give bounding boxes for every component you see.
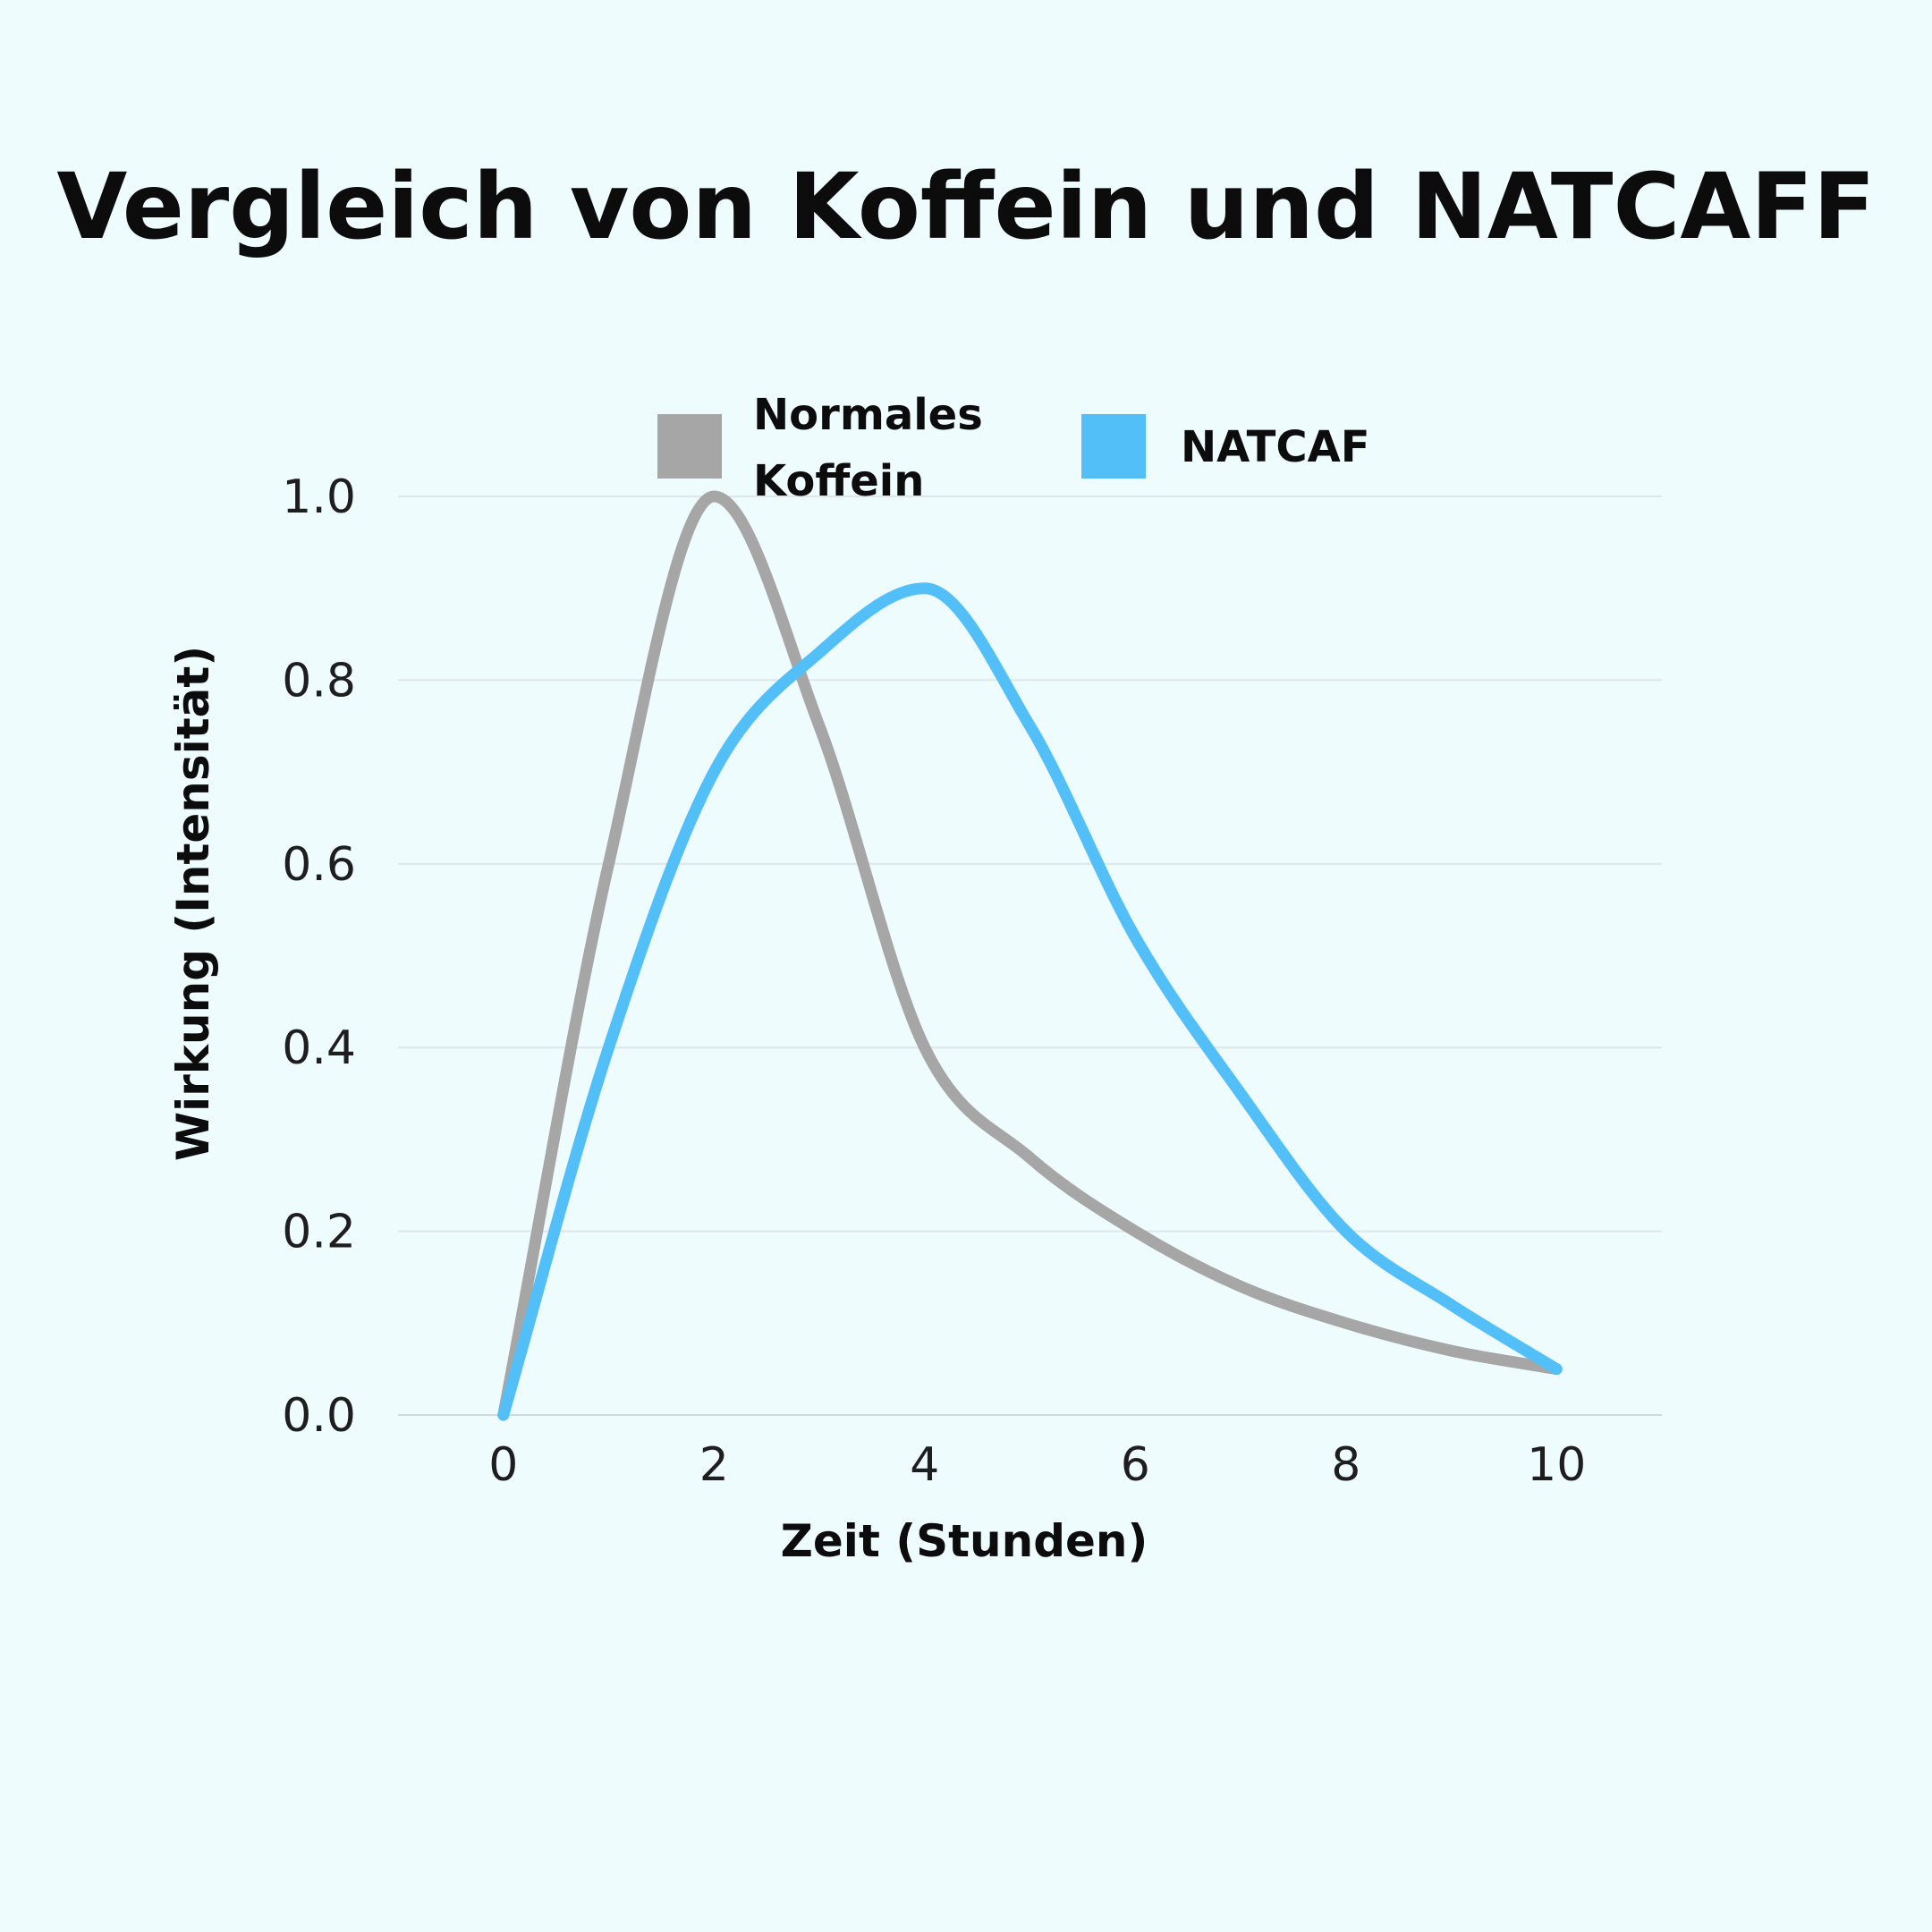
x-tick-label: 0 [488,1438,518,1492]
y-axis-ticks: 0.0 0.2 0.4 0.6 0.8 1.0 [282,470,356,1443]
legend-label-natcaf: NATCAF [1181,422,1370,472]
series-line-natcaf [497,582,1563,1421]
legend: Normales Koffein NATCAF [657,390,1370,506]
legend-swatch-natcaf [1081,414,1146,479]
x-axis-label: Zeit (Stunden) [781,1515,1148,1567]
x-tick-label: 4 [910,1438,939,1492]
y-tick-label: 0.6 [282,838,356,892]
y-tick-label: 0.8 [282,654,356,708]
legend-label-normales-koffein-line2: Koffein [753,456,924,506]
x-tick-label: 10 [1527,1438,1586,1492]
x-tick-label: 8 [1331,1438,1360,1492]
y-tick-label: 0.0 [282,1389,356,1443]
y-tick-label: 0.4 [282,1021,356,1075]
x-tick-label: 2 [699,1438,729,1492]
legend-item-normales-koffein: Normales Koffein [657,390,983,506]
y-tick-label: 0.2 [282,1206,356,1259]
legend-swatch-normales-koffein [657,414,722,479]
x-axis-ticks: 0 2 4 6 8 10 [488,1438,1586,1492]
y-axis-label: Wirkung (Intensität) [167,646,219,1161]
legend-item-natcaf: NATCAF [1081,414,1370,479]
series-lines [497,490,1563,1421]
series-line-normales-koffein [497,490,1563,1421]
x-tick-label: 6 [1121,1438,1150,1492]
chart-title: Vergleich von Koffein und NATCAFF [56,154,1876,260]
y-tick-label: 1.0 [282,470,356,524]
legend-label-normales-koffein-line1: Normales [753,390,983,440]
